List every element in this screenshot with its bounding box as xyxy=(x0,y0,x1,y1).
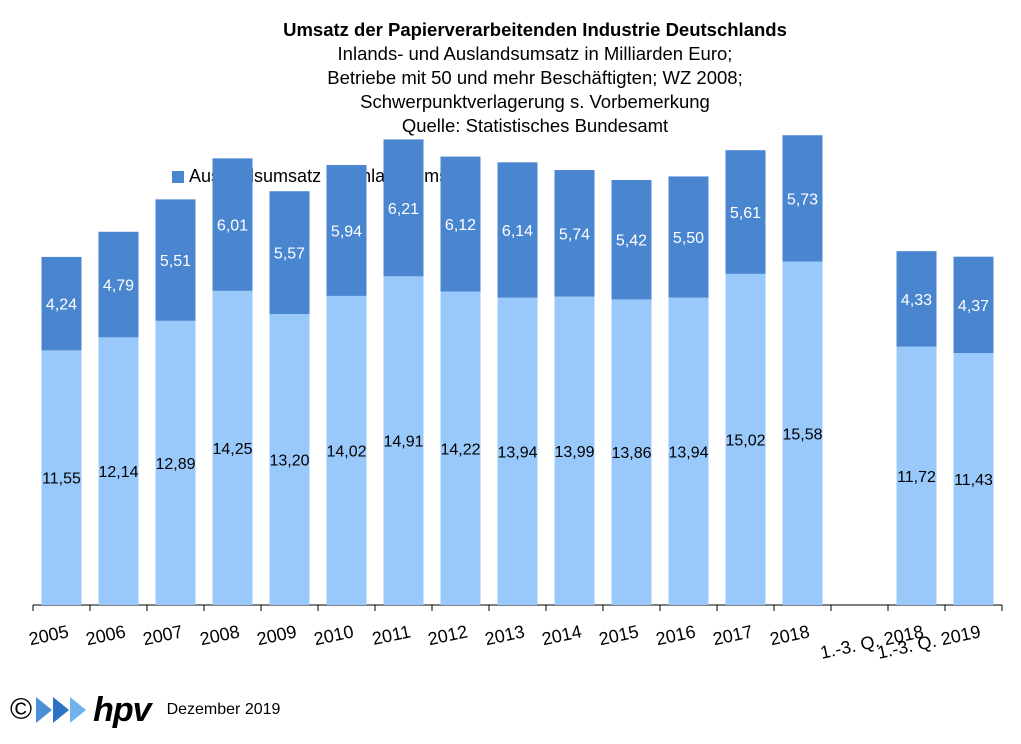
data-label-inland: 12,14 xyxy=(98,464,138,481)
bar-ausland xyxy=(383,139,424,277)
bar-inland xyxy=(326,295,367,605)
x-tick-label: 2013 xyxy=(483,621,526,649)
data-label-ausland: 4,33 xyxy=(901,292,932,309)
data-label-inland: 13,20 xyxy=(269,453,309,470)
legend-swatch-ausland xyxy=(172,170,184,183)
bar-inland xyxy=(953,353,994,605)
bar-inland xyxy=(668,297,709,605)
bar-inland xyxy=(98,337,139,605)
bar-ausland xyxy=(269,191,310,314)
x-tick-label: 2012 xyxy=(426,621,469,649)
bar-inland xyxy=(554,296,595,605)
data-label-ausland: 6,21 xyxy=(388,201,419,218)
x-tick-label: 2009 xyxy=(255,621,298,649)
chart-subtitle-1: Inlands- und Auslandsumsatz in Milliarde… xyxy=(337,43,733,64)
x-tick-label: 2015 xyxy=(597,621,640,649)
bar-ausland xyxy=(782,135,823,262)
x-tick-label: 2005 xyxy=(27,621,70,649)
bar-inland xyxy=(782,261,823,605)
data-label-inland: 14,22 xyxy=(440,441,480,458)
data-label-inland: 13,99 xyxy=(554,444,594,461)
bar-ausland xyxy=(953,256,994,354)
bar-ausland xyxy=(554,170,595,297)
hpv-logo-icon xyxy=(36,697,87,723)
data-label-inland: 13,86 xyxy=(611,445,651,462)
data-label-inland: 14,25 xyxy=(212,441,252,458)
bar-inland xyxy=(212,290,253,605)
data-label-ausland: 5,61 xyxy=(730,205,761,222)
bar-ausland xyxy=(212,158,253,291)
data-label-inland: 14,91 xyxy=(383,434,423,451)
data-label-ausland: 5,57 xyxy=(274,246,305,263)
bar-ausland xyxy=(41,256,82,351)
data-label-ausland: 6,01 xyxy=(217,218,248,235)
bar-inland xyxy=(440,291,481,605)
bar-inland xyxy=(383,276,424,605)
bar-inland xyxy=(155,320,196,605)
chart-title: Umsatz der Papierverarbeitenden Industri… xyxy=(283,19,787,40)
copyright-icon: © xyxy=(10,693,33,726)
x-tick-label: 2017 xyxy=(711,621,754,649)
data-label-ausland: 4,37 xyxy=(958,298,989,315)
bar-inland xyxy=(725,273,766,605)
x-tick-label: 2006 xyxy=(84,621,127,649)
chart-titles: Umsatz der Papierverarbeitenden Industri… xyxy=(0,18,1021,138)
data-label-inland: 13,94 xyxy=(497,444,537,461)
bar-ausland xyxy=(725,150,766,274)
chart-subtitle-2: Betriebe mit 50 und mehr Beschäftigten; … xyxy=(327,67,743,88)
x-tick-label: 2018 xyxy=(768,621,811,649)
data-label-ausland: 5,94 xyxy=(331,223,362,240)
bar-inland xyxy=(497,297,538,605)
data-label-inland: 11,55 xyxy=(42,471,81,488)
bar-ausland xyxy=(611,179,652,300)
bar-inland xyxy=(611,299,652,605)
x-tick-label: 2007 xyxy=(141,621,184,649)
data-label-ausland: 5,73 xyxy=(787,191,818,208)
bar-inland xyxy=(41,350,82,605)
bar-inland xyxy=(896,346,937,605)
data-label-ausland: 5,51 xyxy=(160,253,191,270)
bar-ausland xyxy=(668,176,709,298)
data-label-ausland: 5,42 xyxy=(616,233,647,250)
data-label-inland: 15,58 xyxy=(782,426,822,443)
data-label-ausland: 6,14 xyxy=(502,223,533,240)
hpv-logo-text: hpv xyxy=(93,691,151,729)
bar-ausland xyxy=(326,164,367,296)
data-label-inland: 11,43 xyxy=(954,472,993,489)
bar-inland xyxy=(269,314,310,605)
data-label-inland: 15,02 xyxy=(725,432,765,449)
data-label-inland: 12,89 xyxy=(155,456,195,473)
chart-source: Quelle: Statistisches Bundesamt xyxy=(401,115,669,136)
data-label-ausland: 5,74 xyxy=(559,226,590,243)
x-tick-label: 2008 xyxy=(198,621,241,649)
data-label-ausland: 4,24 xyxy=(46,297,77,314)
x-tick-label: 2016 xyxy=(654,621,697,649)
x-tick-label: 2010 xyxy=(312,621,355,649)
bar-ausland xyxy=(98,231,139,338)
data-label-ausland: 4,79 xyxy=(103,278,134,295)
footer: © hpv Dezember 2019 xyxy=(10,691,281,729)
bar-ausland xyxy=(155,199,196,321)
data-label-inland: 11,72 xyxy=(897,469,936,486)
x-tick-label: 2011 xyxy=(370,621,412,649)
data-label-ausland: 6,12 xyxy=(445,217,476,234)
footer-date: Dezember 2019 xyxy=(166,701,281,718)
bar-chart: 11,55 4,24 2005 12,14 4,79 2006 12,89 5,51 2007 1… xyxy=(27,135,1003,663)
bar-ausland xyxy=(440,156,481,292)
data-label-inland: 13,94 xyxy=(668,444,708,461)
data-label-inland: 14,02 xyxy=(326,443,366,460)
bar-ausland xyxy=(497,162,538,298)
data-label-ausland: 5,50 xyxy=(673,230,704,247)
x-tick-label: 2014 xyxy=(540,621,583,649)
bar-ausland xyxy=(896,251,937,347)
chart-subtitle-3: Schwerpunktverlagerung s. Vorbemerkung xyxy=(360,91,710,112)
